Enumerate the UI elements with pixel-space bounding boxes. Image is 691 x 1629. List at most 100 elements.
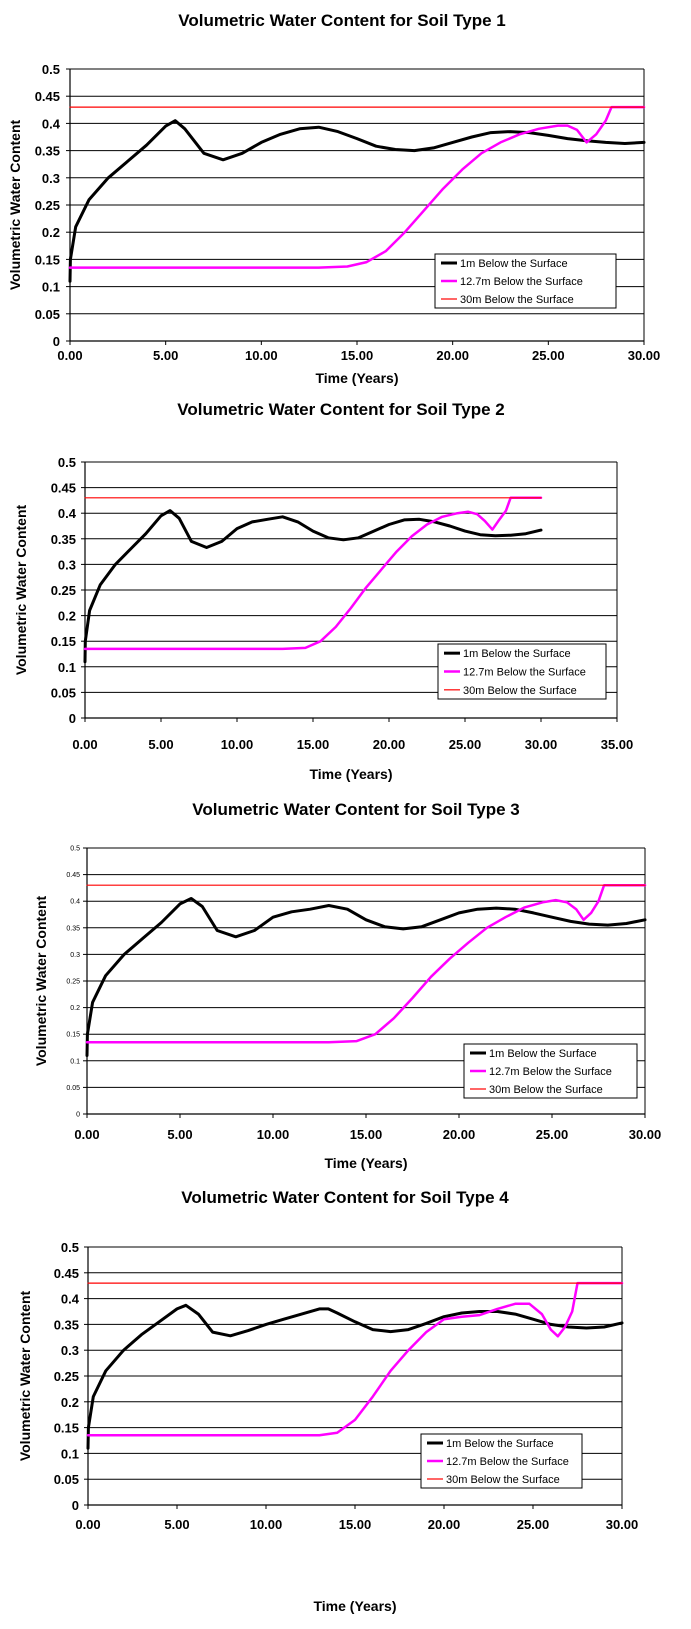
x-tick-label: 20.00 <box>436 348 469 363</box>
legend: 1m Below the Surface 12.7m Below the Surf… <box>437 643 607 700</box>
legend-label: 1m Below the Surface <box>446 1438 554 1450</box>
y-tick-label: 0.25 <box>35 198 60 213</box>
y-tick-label: 0.35 <box>54 1317 79 1332</box>
x-tick-label: 25.00 <box>532 348 565 363</box>
x-tick-label: 20.00 <box>428 1517 461 1532</box>
y-tick-label: 0 <box>72 1498 79 1513</box>
x-tick-label: 30.00 <box>629 1127 662 1142</box>
y-axis-title: Volumetric Water Content <box>13 504 29 675</box>
y-tick-label: 0.5 <box>58 455 76 470</box>
x-tick-label: 0.00 <box>74 1127 99 1142</box>
x-tick-label: 15.00 <box>339 1517 372 1532</box>
legend-box <box>463 1043 638 1099</box>
x-axis-title: Time (Years) <box>315 370 398 386</box>
x-tick-label: 25.00 <box>536 1127 569 1142</box>
series-line-1 <box>85 897 647 1057</box>
chart-4: Volumetric Water Content for Soil Type 4… <box>17 1188 638 1614</box>
y-tick-label: 0.4 <box>61 1292 80 1307</box>
y-tick-label: 0.1 <box>61 1446 79 1461</box>
y-tick-label: 0.45 <box>35 89 60 104</box>
chart-title: Volumetric Water Content for Soil Type 2 <box>177 400 504 419</box>
y-tick-label: 0.5 <box>70 846 80 853</box>
y-tick-label: 0.1 <box>70 1058 80 1065</box>
y-tick-label: 0.2 <box>61 1395 79 1410</box>
y-tick-label: 0.1 <box>42 280 60 295</box>
x-tick-label: 20.00 <box>443 1127 476 1142</box>
legend-box <box>434 253 617 309</box>
y-tick-label: 0.5 <box>42 62 60 77</box>
y-tick-label: 0.2 <box>42 225 60 240</box>
chart-3: Volumetric Water Content for Soil Type 3… <box>33 800 661 1171</box>
x-tick-label: 30.00 <box>628 348 661 363</box>
y-tick-label: 0.15 <box>35 252 60 267</box>
series-line-1 <box>86 1303 624 1450</box>
x-tick-label: 35.00 <box>601 737 634 752</box>
y-tick-label: 0.3 <box>58 557 76 572</box>
y-tick-label: 0.05 <box>51 685 76 700</box>
x-tick-label: 0.00 <box>75 1517 100 1532</box>
series-line-2 <box>68 105 646 269</box>
legend-label: 1m Below the Surface <box>463 648 571 660</box>
x-axis-title: Time (Years) <box>313 1598 396 1614</box>
legend-label: 12.7m Below the Surface <box>446 1456 569 1468</box>
legend-label: 12.7m Below the Surface <box>489 1066 612 1078</box>
y-tick-label: 0 <box>69 711 76 726</box>
y-tick-label: 0.35 <box>66 925 80 932</box>
x-tick-label: 5.00 <box>153 348 178 363</box>
y-tick-label: 0.15 <box>66 1032 80 1039</box>
y-tick-label: 0.15 <box>51 634 76 649</box>
series-line-2 <box>83 496 543 651</box>
x-tick-label: 10.00 <box>250 1517 283 1532</box>
legend-label: 30m Below the Surface <box>446 1474 560 1486</box>
chart-title: Volumetric Water Content for Soil Type 1 <box>178 11 505 30</box>
x-tick-label: 10.00 <box>257 1127 290 1142</box>
y-tick-label: 0.15 <box>54 1421 79 1436</box>
y-tick-label: 0.45 <box>54 1266 79 1281</box>
x-axis-title: Time (Years) <box>309 766 392 782</box>
legend-box <box>437 643 607 700</box>
x-tick-label: 25.00 <box>517 1517 550 1532</box>
x-tick-label: 15.00 <box>297 737 330 752</box>
legend: 1m Below the Surface 12.7m Below the Surf… <box>434 253 617 309</box>
x-tick-label: 10.00 <box>221 737 254 752</box>
y-tick-label: 0.05 <box>66 1085 80 1092</box>
x-tick-label: 30.00 <box>525 737 558 752</box>
y-tick-label: 0.1 <box>58 660 76 675</box>
y-axis-title: Volumetric Water Content <box>17 1290 33 1461</box>
series-line-1 <box>83 509 543 664</box>
legend: 1m Below the Surface 12.7m Below the Surf… <box>420 1433 583 1489</box>
chart-title: Volumetric Water Content for Soil Type 3 <box>192 800 519 819</box>
series-line-2 <box>85 883 647 1044</box>
y-tick-label: 0.2 <box>58 609 76 624</box>
y-tick-label: 0.4 <box>42 116 61 131</box>
x-tick-label: 10.00 <box>245 348 278 363</box>
y-tick-label: 0.25 <box>51 583 76 598</box>
y-tick-label: 0.35 <box>51 532 76 547</box>
y-tick-label: 0.05 <box>54 1472 79 1487</box>
legend-label: 1m Below the Surface <box>489 1048 597 1060</box>
x-tick-label: 5.00 <box>167 1127 192 1142</box>
y-tick-label: 0.5 <box>61 1240 79 1255</box>
y-tick-label: 0.45 <box>51 481 76 496</box>
series-line-1 <box>68 119 646 283</box>
x-tick-label: 0.00 <box>57 348 82 363</box>
x-axis-title: Time (Years) <box>324 1155 407 1171</box>
y-tick-label: 0.2 <box>70 1005 80 1012</box>
x-tick-label: 30.00 <box>606 1517 639 1532</box>
y-tick-label: 0.25 <box>66 979 80 986</box>
y-axis-title: Volumetric Water Content <box>7 119 23 290</box>
y-tick-label: 0 <box>53 334 60 349</box>
y-tick-label: 0.05 <box>35 307 60 322</box>
y-tick-label: 0.3 <box>61 1343 79 1358</box>
series-line-2 <box>86 1281 624 1437</box>
y-tick-label: 0.3 <box>42 171 60 186</box>
x-tick-label: 0.00 <box>72 737 97 752</box>
chart-title: Volumetric Water Content for Soil Type 4 <box>181 1188 509 1207</box>
legend-label: 1m Below the Surface <box>460 258 568 270</box>
legend-box <box>420 1433 583 1489</box>
legend: 1m Below the Surface 12.7m Below the Surf… <box>463 1043 638 1099</box>
y-tick-label: 0.45 <box>66 872 80 879</box>
x-tick-label: 15.00 <box>350 1127 383 1142</box>
legend-label: 30m Below the Surface <box>460 294 574 306</box>
